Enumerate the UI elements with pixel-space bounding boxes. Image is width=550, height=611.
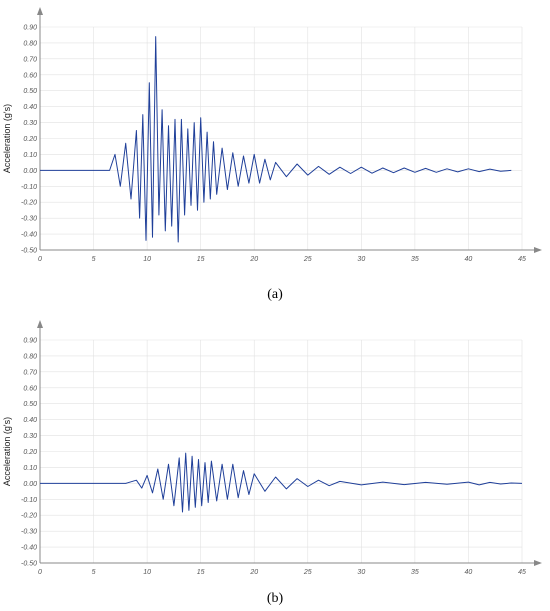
x-tick-label: 25 bbox=[303, 569, 312, 576]
caption-a: (a) bbox=[267, 287, 283, 302]
x-tick-label: 30 bbox=[357, 569, 365, 576]
y-tick-label: 0.30 bbox=[23, 433, 37, 440]
x-tick-label: 35 bbox=[411, 256, 419, 263]
y-tick-label: 0.80 bbox=[23, 40, 37, 47]
y-tick-label: 0.10 bbox=[23, 152, 37, 159]
x-tick-label: 45 bbox=[518, 569, 526, 576]
y-tick-label: -0.30 bbox=[21, 216, 37, 223]
y-tick-label: 0.30 bbox=[23, 120, 37, 127]
y-tick-label: 0.60 bbox=[23, 72, 37, 79]
x-tick-label: 5 bbox=[92, 256, 96, 263]
y-axis-title: Acceleration (g's) bbox=[2, 417, 12, 486]
y-tick-label: -0.30 bbox=[21, 529, 37, 536]
y-tick-label: -0.50 bbox=[21, 561, 37, 568]
x-tick-label: 40 bbox=[465, 256, 473, 263]
y-axis-arrow bbox=[37, 7, 43, 15]
y-axis-title: Acceleration (g's) bbox=[2, 104, 12, 173]
x-tick-label: 30 bbox=[357, 256, 365, 263]
y-tick-label: 0.20 bbox=[23, 136, 37, 143]
y-tick-label: -0.20 bbox=[21, 200, 37, 207]
x-tick-label: 15 bbox=[197, 256, 205, 263]
x-tick-label: 20 bbox=[249, 256, 258, 263]
x-tick-label: 45 bbox=[518, 256, 526, 263]
y-tick-label: 0.50 bbox=[23, 88, 37, 95]
y-tick-label: 0.40 bbox=[23, 104, 37, 111]
chart-panel-b: 0 5 10 15 20 25 30 35 40 45 -0.50 -0.40 -0.30 -0.20 -0… bbox=[0, 318, 550, 578]
y-tick-label: 0.70 bbox=[23, 56, 37, 63]
x-tick-label: 10 bbox=[143, 569, 151, 576]
y-tick-label: 0.70 bbox=[23, 369, 37, 376]
y-tick-label: 0.40 bbox=[23, 417, 37, 424]
series-line bbox=[40, 452, 523, 513]
y-tick-label: -0.40 bbox=[21, 545, 37, 552]
y-tick-label: 0.60 bbox=[23, 385, 37, 392]
y-tick-label: 0.90 bbox=[23, 338, 37, 345]
chart-a: 0 5 10 15 20 25 30 35 40 45 -0.50 -0.40 -0.30 -0.20 -0… bbox=[2, 7, 542, 263]
x-tick-label: 0 bbox=[38, 569, 42, 576]
x-tick-label: 0 bbox=[38, 256, 42, 263]
x-tick-label: 10 bbox=[143, 256, 151, 263]
y-tick-label: 0.80 bbox=[23, 353, 37, 360]
y-axis-arrow bbox=[37, 320, 43, 328]
x-tick-label: 5 bbox=[92, 569, 96, 576]
chart-b: 0 5 10 15 20 25 30 35 40 45 -0.50 -0.40 -0.30 -0.20 -0… bbox=[2, 320, 542, 576]
x-tick-label: 40 bbox=[465, 569, 473, 576]
series-line bbox=[40, 36, 512, 243]
chart-panel-a: 0 5 10 15 20 25 30 35 40 45 -0.50 -0.40 -0.30 -0.20 -0… bbox=[0, 5, 550, 265]
y-tick-label: -0.40 bbox=[21, 232, 37, 239]
y-tick-label: -0.10 bbox=[21, 497, 37, 504]
x-tick-label: 25 bbox=[303, 256, 312, 263]
y-tick-label: 0.20 bbox=[23, 449, 37, 456]
caption-b: (b) bbox=[266, 591, 284, 606]
y-tick-label: 0.00 bbox=[23, 481, 37, 488]
y-tick-label: -0.50 bbox=[21, 248, 37, 255]
y-tick-label: 0.00 bbox=[23, 168, 37, 175]
y-tick-label: -0.10 bbox=[21, 184, 37, 191]
y-tick-label: -0.20 bbox=[21, 513, 37, 520]
x-tick-label: 20 bbox=[249, 569, 258, 576]
x-tick-label: 35 bbox=[411, 569, 419, 576]
x-tick-label: 15 bbox=[197, 569, 205, 576]
y-tick-label: 0.90 bbox=[23, 25, 37, 32]
x-axis-arrow bbox=[534, 560, 542, 566]
y-tick-label: 0.10 bbox=[23, 465, 37, 472]
y-tick-label: 0.50 bbox=[23, 401, 37, 408]
x-axis-arrow bbox=[534, 247, 542, 253]
